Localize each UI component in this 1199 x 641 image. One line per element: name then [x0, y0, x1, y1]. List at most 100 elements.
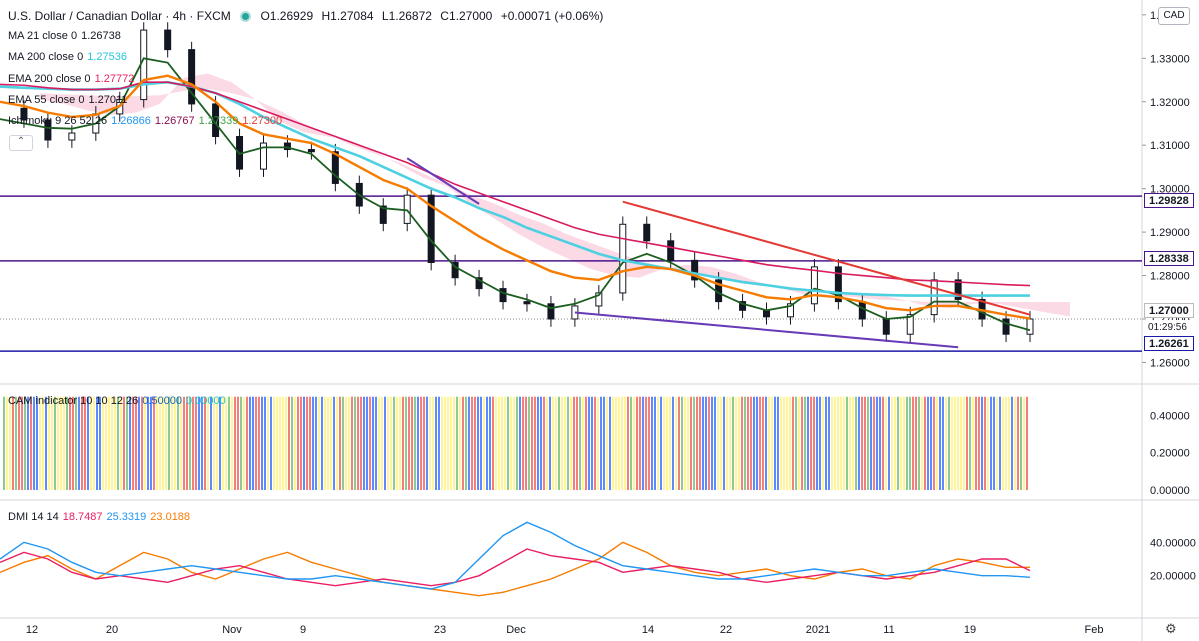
legend-dmi-v3: 23.0188 [150, 511, 191, 523]
candle-body [1026, 318, 1034, 335]
open-value: O1.26929 [260, 9, 314, 23]
legend-ma200-value: 1.27536 [87, 51, 127, 63]
ohlc-readout: O1.26929 H1.27084 L1.26872 C1.27000 +0.0… [260, 9, 608, 23]
candle-body [595, 292, 603, 307]
y-tick-label: 1.31000 [1150, 140, 1190, 152]
x-tick-label: 19 [964, 624, 976, 636]
candle-body [930, 279, 938, 316]
price-tag-last: 1.27000 [1144, 303, 1194, 318]
cam-y-tick-label: 0.00000 [1150, 485, 1190, 497]
legend-dmi-label: DMI 14 14 [8, 511, 59, 523]
x-tick-label: Dec [506, 624, 526, 636]
candle-body [20, 107, 28, 121]
trendline-early [406, 157, 480, 205]
legend-ichimoku[interactable]: Ichimoku 9 26 52 26 1.26866 1.26767 1.27339… [8, 114, 286, 128]
legend-dmi-v2: 25.3319 [106, 511, 147, 523]
candle-body [954, 279, 962, 300]
x-tick-label: 9 [300, 624, 306, 636]
legend-ma21-value: 1.26738 [81, 30, 121, 42]
legend-ema200[interactable]: EMA 200 close 0 1.27772 [8, 72, 138, 86]
y-tick-label: 1.26000 [1150, 357, 1190, 369]
dmi-line [0, 521, 1031, 590]
collapse-legend-button[interactable]: ⌃ [9, 135, 33, 151]
legend-ichimoku-v3: 1.27339 [198, 115, 239, 127]
currency-badge[interactable]: CAD [1158, 7, 1190, 25]
x-tick-label: 14 [642, 624, 654, 636]
y-tick-label: 1.28000 [1150, 271, 1190, 283]
cam-y-tick-label: 0.20000 [1150, 448, 1190, 460]
legend-ema200-label: EMA 200 close 0 [8, 73, 91, 85]
candle-body [906, 314, 914, 335]
symbol-title[interactable]: U.S. Dollar / Canadian Dollar · 4h · FXC… [8, 9, 231, 23]
candle-body [451, 262, 459, 279]
legend-ema55[interactable]: EMA 55 close 0 1.27011 [8, 93, 131, 107]
low-value: L1.26872 [381, 9, 432, 23]
legend-ichimoku-v1: 1.26866 [111, 115, 151, 127]
legend-dmi-v1: 18.7487 [62, 511, 103, 523]
candle-body [882, 318, 890, 335]
candle-body [739, 301, 747, 311]
legend-cam-v2: 0.00000 [186, 395, 226, 407]
candle-body [331, 151, 339, 184]
price-tag-s1: 1.26261 [1144, 336, 1194, 351]
candle-body [44, 119, 52, 141]
x-tick-label: 11 [883, 624, 894, 636]
dmi-line [0, 548, 1031, 587]
ema200-line [0, 81, 1031, 287]
legend-cam-label: CAM indicator 10 10 12 26 [8, 395, 139, 407]
trendline-lower [574, 311, 959, 349]
legend-ema200-value: 1.27772 [94, 73, 135, 85]
x-tick-label: 12 [26, 624, 38, 636]
legend-ema55-label: EMA 55 close 0 [8, 94, 85, 106]
candle-body [858, 301, 866, 320]
legend-ichimoku-label: Ichimoku 9 26 52 26 [8, 115, 108, 127]
x-tick-label: Nov [222, 624, 242, 636]
candle-body [499, 288, 507, 303]
close-value: C1.27000 [440, 9, 493, 23]
candle-body [667, 240, 675, 261]
trendline-upper [622, 200, 1031, 316]
legend-ma200-label: MA 200 close 0 [8, 51, 84, 63]
candle-body [164, 29, 172, 51]
legend-ma200[interactable]: MA 200 close 0 1.27536 [8, 50, 131, 64]
candle-body [379, 205, 387, 224]
x-tick-label: 2021 [806, 624, 830, 636]
y-tick-label: 1.29000 [1150, 227, 1190, 239]
legend-ma21[interactable]: MA 21 close 0 1.26738 [8, 29, 125, 43]
candle-body [763, 309, 771, 318]
dmi-y-tick-label: 40.00000 [1150, 537, 1196, 549]
candle-body [68, 132, 76, 141]
y-tick-label: 1.32000 [1150, 97, 1190, 109]
x-tick-label: 23 [434, 624, 446, 636]
candle-body [786, 303, 794, 318]
chart-title-bar: U.S. Dollar / Canadian Dollar · 4h · FXC… [8, 9, 608, 23]
x-tick-label: 20 [106, 624, 118, 636]
y-tick-label: 1.33000 [1150, 53, 1190, 65]
candle-body [691, 259, 699, 281]
ema55-line [0, 74, 1031, 320]
gear-icon[interactable]: ⚙ [1165, 621, 1177, 636]
candle-body [140, 29, 148, 101]
change-value: +0.00071 (+0.06%) [500, 9, 604, 23]
legend-dmi[interactable]: DMI 14 14 18.7487 25.3319 23.0188 [8, 510, 194, 524]
legend-ema55-value: 1.27011 [88, 94, 128, 106]
cam-y-tick-label: 0.40000 [1150, 410, 1190, 422]
candle-body [259, 142, 267, 170]
candle-body [283, 142, 291, 151]
candle-body [475, 277, 483, 290]
legend-ichimoku-v4: 1.27300 [242, 115, 283, 127]
bar-countdown: 01:29:56 [1144, 320, 1194, 335]
x-tick-label: Feb [1085, 624, 1104, 636]
candle-body [810, 266, 818, 305]
y-tick-label: 1.30000 [1150, 184, 1190, 196]
candle-body [643, 223, 651, 242]
dmi-y-tick-label: 20.00000 [1150, 571, 1196, 583]
legend-ma21-label: MA 21 close 0 [8, 30, 78, 42]
high-value: H1.27084 [321, 9, 374, 23]
price-tag-r2: 1.28338 [1144, 251, 1194, 266]
legend-cam[interactable]: CAM indicator 10 10 12 26 0.50000 0.00000 [8, 394, 230, 408]
market-status-icon [240, 11, 252, 23]
legend-ichimoku-v2: 1.26767 [154, 115, 195, 127]
candle-body [1002, 318, 1010, 335]
